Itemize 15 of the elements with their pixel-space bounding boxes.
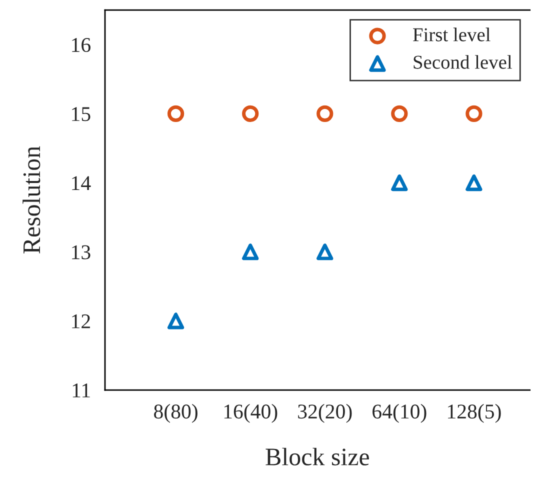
y-tick-label: 14 [72, 176, 91, 190]
y-tick-label: 11 [72, 384, 90, 398]
y-tick-label: 12 [72, 314, 90, 328]
y-tick-label: 15 [72, 107, 90, 122]
x-tick-label: 128(5) [448, 404, 501, 423]
y-axis-title: Resolution [22, 146, 40, 254]
y-tick-label: 16 [72, 38, 90, 52]
y-tick-label: 13 [72, 245, 90, 260]
x-tick-label: 8(80) [154, 404, 198, 423]
x-tick-label: 32(20) [298, 404, 352, 423]
x-tick-label: 64(10) [372, 404, 426, 423]
legend-label: First level [413, 28, 490, 42]
x-axis-title: Block size [266, 448, 369, 466]
x-tick-label: 16(40) [224, 404, 278, 423]
legend-label: Second level [414, 55, 512, 69]
